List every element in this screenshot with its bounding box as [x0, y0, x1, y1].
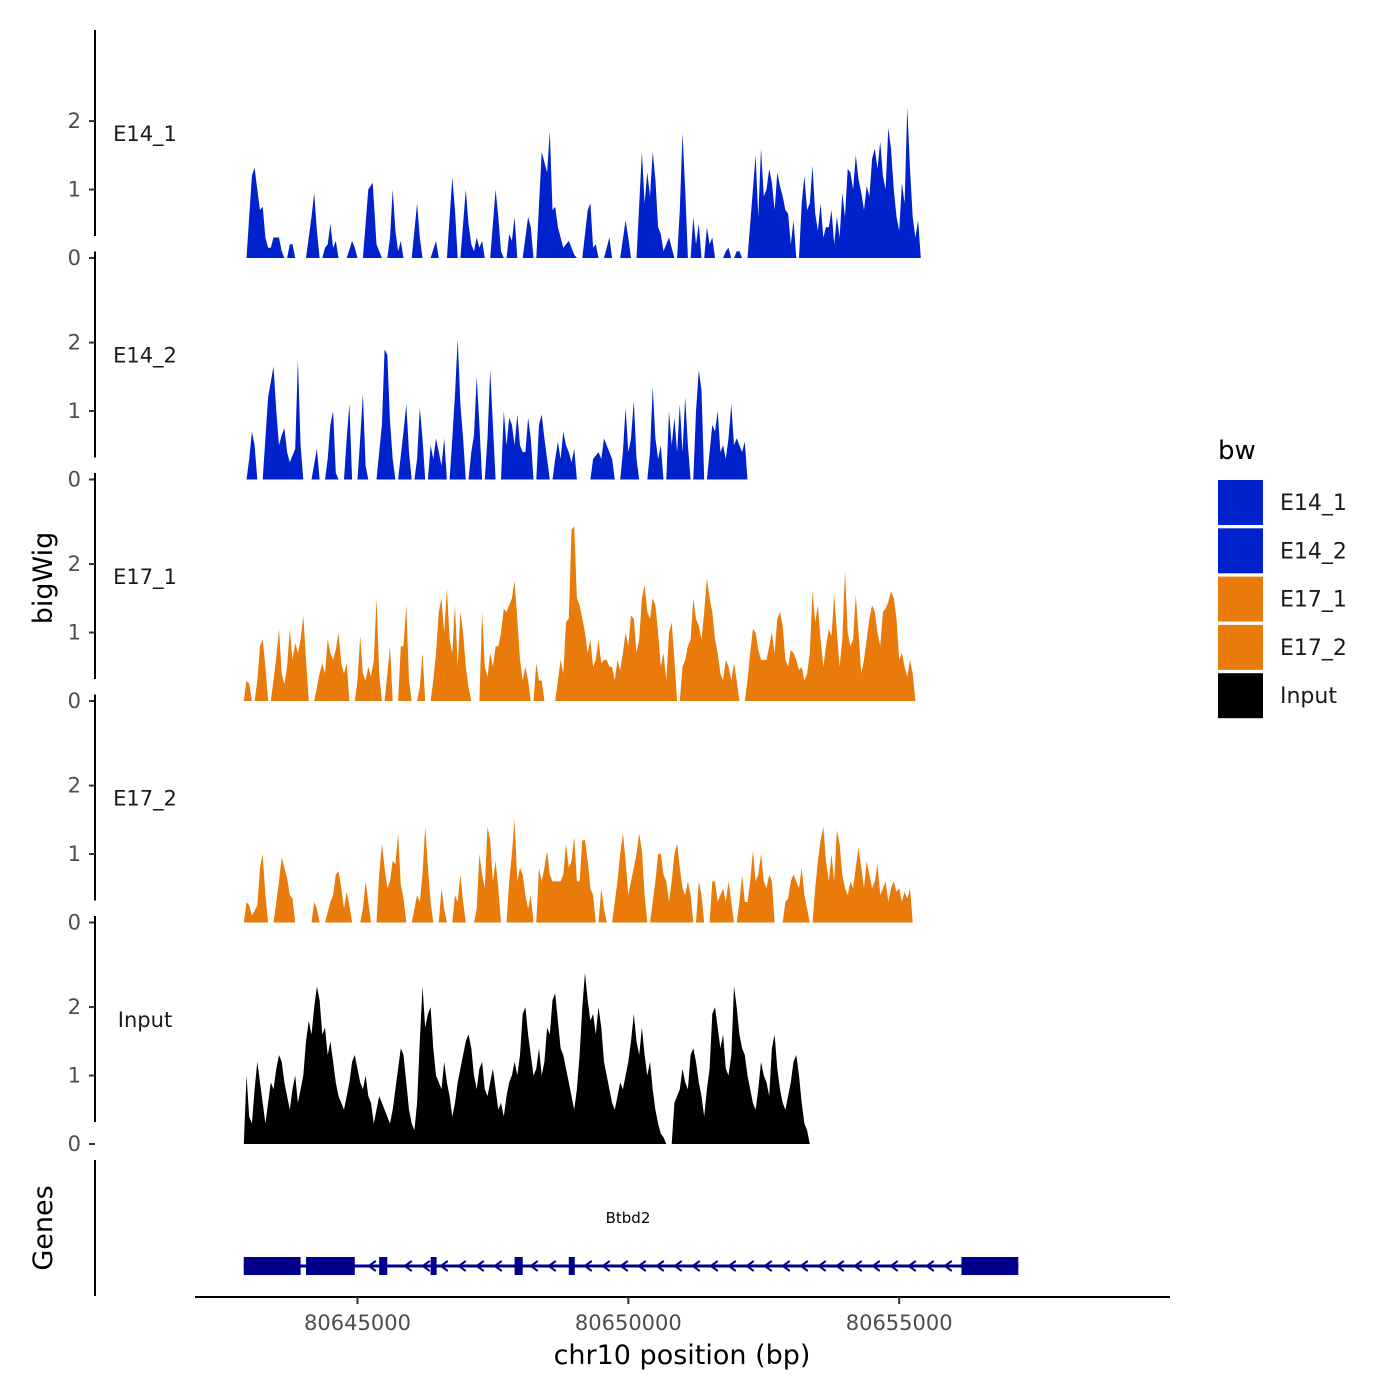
strand-arrow — [853, 1260, 863, 1272]
gene-exon — [430, 1257, 437, 1275]
x-axis-title: chr10 position (bp) — [554, 1340, 811, 1371]
gene-exon — [514, 1257, 523, 1275]
signal-area-Input — [243, 972, 810, 1144]
strand-arrow — [457, 1260, 467, 1272]
legend-label-E14_2: E14_2 — [1280, 539, 1347, 564]
strand-arrow — [907, 1260, 917, 1272]
legend-swatch-E17_2 — [1218, 624, 1263, 670]
strand-arrow — [799, 1260, 809, 1272]
y-tick-label: 0 — [68, 246, 81, 270]
genes-track: Genes Btbd2 — [28, 1160, 1019, 1296]
strand-arrow — [709, 1260, 719, 1272]
y-axis-title: bigWig — [28, 532, 59, 625]
strand-arrow — [925, 1260, 935, 1272]
track-label: E17_1 — [113, 565, 177, 590]
x-axis: 80645000 80650000 80655000 chr10 position … — [195, 1296, 1170, 1371]
strand-arrow — [835, 1260, 845, 1272]
strand-arrow — [475, 1260, 485, 1272]
legend-label-E17_1: E17_1 — [1280, 588, 1347, 613]
legend-swatch-E17_1 — [1218, 576, 1263, 622]
y-tick-label: 0 — [68, 911, 81, 935]
legend-swatch-Input — [1218, 673, 1263, 719]
strand-arrow — [421, 1260, 431, 1272]
strand-arrow — [493, 1260, 503, 1272]
genes-track-title: Genes — [28, 1185, 59, 1270]
signal-area-E17_1 — [243, 526, 916, 701]
track-E14_2: 0 1 2 E14_2 — [68, 251, 748, 492]
gene-model — [243, 1257, 1019, 1275]
strand-arrow — [529, 1260, 539, 1272]
y-tick-label: 1 — [68, 399, 81, 423]
strand-arrow — [619, 1260, 629, 1272]
strand-arrow — [673, 1260, 683, 1272]
legend-items: E14_1 E14_2 E17_1 E17_2 Input — [1218, 480, 1347, 719]
track-Input: 0 1 2 Input — [68, 916, 810, 1156]
signal-tracks: 0 1 2 E14_1 0 1 2 E14_2 0 1 2 E17_1 0 1 2 E17_2 0 1 2 Input — [68, 30, 921, 1156]
strand-arrow — [889, 1260, 899, 1272]
strand-arrow — [763, 1260, 773, 1272]
signal-area-E14_1 — [246, 107, 921, 259]
y-tick-label: 0 — [68, 1132, 81, 1156]
signal-area-E17_2 — [243, 819, 913, 923]
y-tick-label: 1 — [68, 1064, 81, 1088]
gene-exon — [243, 1257, 301, 1275]
y-tick-label: 2 — [68, 331, 81, 355]
x-tick-label: 80655000 — [846, 1311, 953, 1335]
strand-arrow — [637, 1260, 647, 1272]
strand-arrow — [439, 1260, 449, 1272]
track-label: E14_2 — [113, 344, 177, 369]
strand-arrow — [817, 1260, 827, 1272]
strand-arrow — [871, 1260, 881, 1272]
legend: bw E14_1 E14_2 E17_1 E17_2 Input — [1218, 436, 1347, 719]
y-tick-label: 2 — [68, 109, 81, 133]
strand-arrow — [745, 1260, 755, 1272]
gene-exon — [379, 1257, 388, 1275]
track-E17_1: 0 1 2 E17_1 — [68, 473, 916, 713]
y-tick-label: 1 — [68, 621, 81, 645]
strand-arrow — [691, 1260, 701, 1272]
gene-label: Btbd2 — [606, 1209, 651, 1227]
gene-exon — [568, 1257, 575, 1275]
y-tick-label: 0 — [68, 689, 81, 713]
signal-area-E14_2 — [246, 339, 748, 480]
gene-exon — [961, 1257, 1019, 1275]
track-label: Input — [118, 1008, 172, 1032]
strand-arrow — [547, 1260, 557, 1272]
legend-label-Input: Input — [1280, 684, 1337, 709]
strand-arrow — [583, 1260, 593, 1272]
y-tick-label: 1 — [68, 842, 81, 866]
legend-swatch-E14_2 — [1218, 528, 1263, 574]
y-tick-label: 2 — [68, 774, 81, 798]
strand-arrow — [727, 1260, 737, 1272]
strand-arrow — [655, 1260, 665, 1272]
track-E17_2: 0 1 2 E17_2 — [68, 694, 913, 935]
track-label: E14_1 — [113, 122, 177, 147]
strand-arrow — [403, 1260, 413, 1272]
strand-arrow — [367, 1260, 377, 1272]
x-tick-label: 80650000 — [575, 1311, 682, 1335]
track-E14_1: 0 1 2 E14_1 — [68, 30, 921, 270]
strand-arrow — [781, 1260, 791, 1272]
gene-exon — [306, 1257, 355, 1275]
strand-arrow — [601, 1260, 611, 1272]
x-tick-label: 80645000 — [304, 1311, 411, 1335]
y-tick-label: 2 — [68, 552, 81, 576]
y-tick-label: 1 — [68, 178, 81, 202]
y-tick-label: 2 — [68, 995, 81, 1019]
x-axis-ticks: 80645000 80650000 80655000 — [304, 1297, 953, 1335]
y-tick-label: 0 — [68, 468, 81, 492]
legend-label-E14_1: E14_1 — [1280, 491, 1347, 516]
legend-swatch-E14_1 — [1218, 480, 1263, 525]
track-label: E17_2 — [113, 787, 177, 812]
strand-arrow — [943, 1260, 953, 1272]
legend-title: bw — [1218, 436, 1256, 466]
legend-label-E17_2: E17_2 — [1280, 636, 1347, 661]
